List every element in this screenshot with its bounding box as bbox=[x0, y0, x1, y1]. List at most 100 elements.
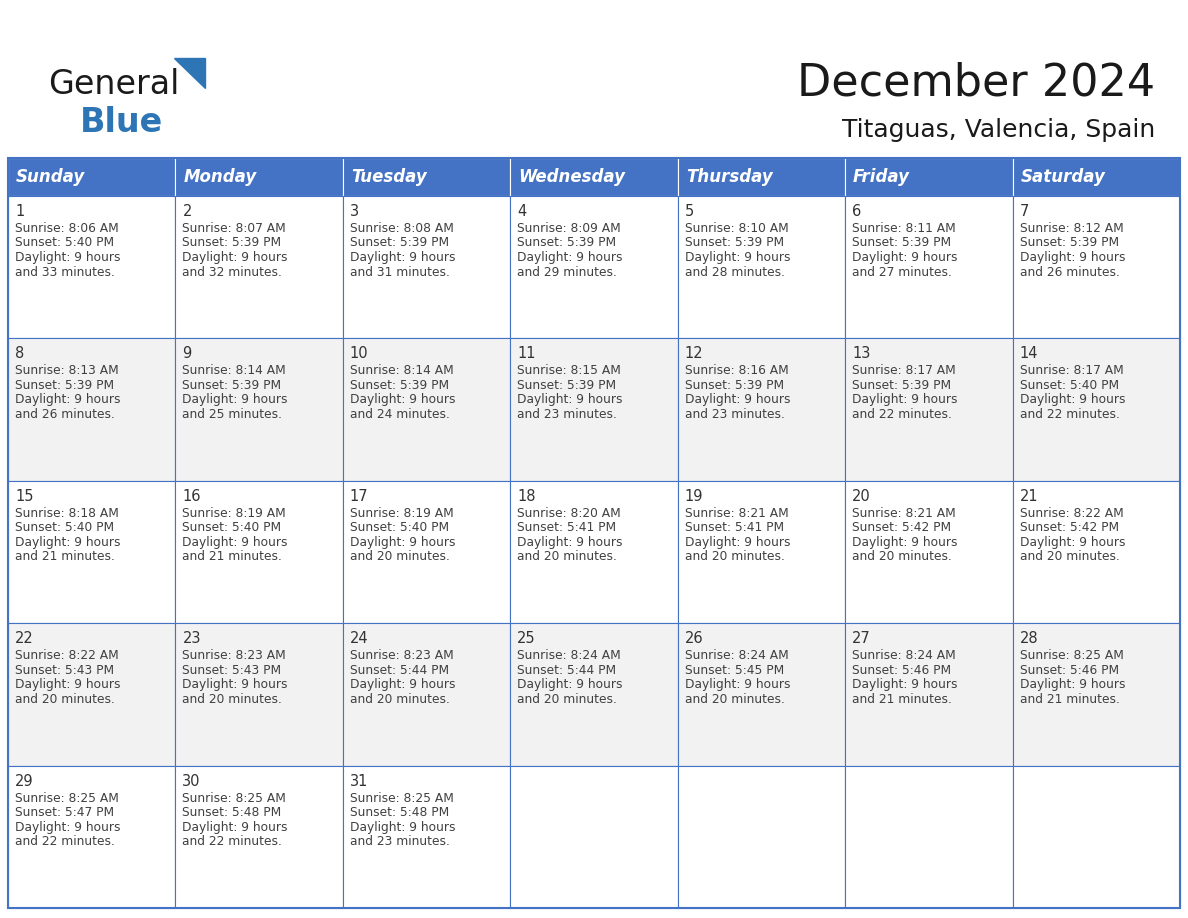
Text: Sunset: 5:40 PM: Sunset: 5:40 PM bbox=[15, 237, 114, 250]
Text: and 26 minutes.: and 26 minutes. bbox=[1019, 265, 1119, 278]
Text: Daylight: 9 hours: Daylight: 9 hours bbox=[517, 536, 623, 549]
Bar bbox=[845, 158, 1012, 196]
Text: Sunset: 5:41 PM: Sunset: 5:41 PM bbox=[517, 521, 617, 534]
Text: Sunset: 5:44 PM: Sunset: 5:44 PM bbox=[349, 664, 449, 677]
Text: Sunset: 5:39 PM: Sunset: 5:39 PM bbox=[517, 379, 617, 392]
Bar bbox=[1012, 158, 1180, 196]
Text: and 29 minutes.: and 29 minutes. bbox=[517, 265, 617, 278]
Bar bbox=[1012, 196, 1180, 339]
Text: and 20 minutes.: and 20 minutes. bbox=[15, 693, 115, 706]
Text: Sunrise: 8:07 AM: Sunrise: 8:07 AM bbox=[183, 222, 286, 235]
Text: and 23 minutes.: and 23 minutes. bbox=[349, 835, 450, 848]
Text: and 20 minutes.: and 20 minutes. bbox=[684, 693, 784, 706]
Text: Sunset: 5:40 PM: Sunset: 5:40 PM bbox=[183, 521, 282, 534]
Text: Sunday: Sunday bbox=[15, 168, 86, 186]
Polygon shape bbox=[173, 58, 206, 88]
Text: 31: 31 bbox=[349, 774, 368, 789]
Text: Friday: Friday bbox=[853, 168, 910, 186]
Text: and 32 minutes.: and 32 minutes. bbox=[183, 265, 283, 278]
Bar bbox=[8, 339, 176, 481]
Bar bbox=[8, 196, 176, 339]
Text: Daylight: 9 hours: Daylight: 9 hours bbox=[684, 251, 790, 264]
Text: and 20 minutes.: and 20 minutes. bbox=[183, 693, 283, 706]
Text: Sunset: 5:48 PM: Sunset: 5:48 PM bbox=[349, 806, 449, 819]
Text: and 25 minutes.: and 25 minutes. bbox=[183, 408, 283, 420]
Text: Sunrise: 8:23 AM: Sunrise: 8:23 AM bbox=[183, 649, 286, 662]
Text: and 20 minutes.: and 20 minutes. bbox=[349, 550, 450, 564]
Text: 26: 26 bbox=[684, 632, 703, 646]
Text: Sunrise: 8:11 AM: Sunrise: 8:11 AM bbox=[852, 222, 956, 235]
Bar bbox=[1012, 481, 1180, 623]
Text: Sunrise: 8:08 AM: Sunrise: 8:08 AM bbox=[349, 222, 454, 235]
Text: Daylight: 9 hours: Daylight: 9 hours bbox=[183, 251, 287, 264]
Bar bbox=[677, 339, 845, 481]
Text: and 22 minutes.: and 22 minutes. bbox=[1019, 408, 1119, 420]
Text: Sunset: 5:39 PM: Sunset: 5:39 PM bbox=[684, 237, 784, 250]
Text: and 20 minutes.: and 20 minutes. bbox=[852, 550, 952, 564]
Text: Sunrise: 8:06 AM: Sunrise: 8:06 AM bbox=[15, 222, 119, 235]
Text: 11: 11 bbox=[517, 346, 536, 362]
Text: Sunrise: 8:24 AM: Sunrise: 8:24 AM bbox=[684, 649, 789, 662]
Text: 28: 28 bbox=[1019, 632, 1038, 646]
Text: Sunset: 5:39 PM: Sunset: 5:39 PM bbox=[349, 379, 449, 392]
Text: Sunrise: 8:21 AM: Sunrise: 8:21 AM bbox=[684, 507, 789, 520]
Text: 2: 2 bbox=[183, 204, 191, 219]
Text: Sunrise: 8:19 AM: Sunrise: 8:19 AM bbox=[349, 507, 454, 520]
Text: and 24 minutes.: and 24 minutes. bbox=[349, 408, 450, 420]
Text: Daylight: 9 hours: Daylight: 9 hours bbox=[517, 678, 623, 691]
Text: Sunrise: 8:13 AM: Sunrise: 8:13 AM bbox=[15, 364, 119, 377]
Text: 1: 1 bbox=[15, 204, 24, 219]
Text: Sunrise: 8:14 AM: Sunrise: 8:14 AM bbox=[349, 364, 454, 377]
Text: Sunrise: 8:25 AM: Sunrise: 8:25 AM bbox=[15, 791, 119, 804]
Bar bbox=[343, 158, 511, 196]
Text: Daylight: 9 hours: Daylight: 9 hours bbox=[852, 394, 958, 407]
Text: Daylight: 9 hours: Daylight: 9 hours bbox=[15, 394, 120, 407]
Text: Sunset: 5:40 PM: Sunset: 5:40 PM bbox=[349, 521, 449, 534]
Bar bbox=[511, 481, 677, 623]
Text: Saturday: Saturday bbox=[1020, 168, 1106, 186]
Text: 9: 9 bbox=[183, 346, 191, 362]
Text: Sunrise: 8:25 AM: Sunrise: 8:25 AM bbox=[1019, 649, 1124, 662]
Text: 6: 6 bbox=[852, 204, 861, 219]
Text: and 33 minutes.: and 33 minutes. bbox=[15, 265, 115, 278]
Bar bbox=[845, 766, 1012, 908]
Text: Sunset: 5:46 PM: Sunset: 5:46 PM bbox=[852, 664, 952, 677]
Text: 29: 29 bbox=[15, 774, 33, 789]
Text: Daylight: 9 hours: Daylight: 9 hours bbox=[349, 394, 455, 407]
Text: and 23 minutes.: and 23 minutes. bbox=[684, 408, 784, 420]
Text: 12: 12 bbox=[684, 346, 703, 362]
Bar bbox=[343, 766, 511, 908]
Bar bbox=[677, 623, 845, 766]
Text: 24: 24 bbox=[349, 632, 368, 646]
Text: Sunset: 5:46 PM: Sunset: 5:46 PM bbox=[1019, 664, 1119, 677]
Text: Sunrise: 8:25 AM: Sunrise: 8:25 AM bbox=[183, 791, 286, 804]
Text: 19: 19 bbox=[684, 488, 703, 504]
Bar bbox=[511, 196, 677, 339]
Text: Sunrise: 8:22 AM: Sunrise: 8:22 AM bbox=[1019, 507, 1124, 520]
Text: and 23 minutes.: and 23 minutes. bbox=[517, 408, 617, 420]
Text: 14: 14 bbox=[1019, 346, 1038, 362]
Text: Sunrise: 8:17 AM: Sunrise: 8:17 AM bbox=[1019, 364, 1124, 377]
Text: Sunrise: 8:25 AM: Sunrise: 8:25 AM bbox=[349, 791, 454, 804]
Bar bbox=[343, 339, 511, 481]
Bar bbox=[1012, 339, 1180, 481]
Bar bbox=[511, 158, 677, 196]
Text: Sunrise: 8:24 AM: Sunrise: 8:24 AM bbox=[517, 649, 621, 662]
Text: and 22 minutes.: and 22 minutes. bbox=[852, 408, 952, 420]
Bar bbox=[176, 339, 343, 481]
Text: 15: 15 bbox=[15, 488, 33, 504]
Text: Daylight: 9 hours: Daylight: 9 hours bbox=[1019, 394, 1125, 407]
Text: and 28 minutes.: and 28 minutes. bbox=[684, 265, 785, 278]
Text: 25: 25 bbox=[517, 632, 536, 646]
Text: Sunset: 5:43 PM: Sunset: 5:43 PM bbox=[183, 664, 282, 677]
Text: and 20 minutes.: and 20 minutes. bbox=[349, 693, 450, 706]
Text: 16: 16 bbox=[183, 488, 201, 504]
Bar bbox=[845, 481, 1012, 623]
Text: Daylight: 9 hours: Daylight: 9 hours bbox=[852, 536, 958, 549]
Text: Sunrise: 8:21 AM: Sunrise: 8:21 AM bbox=[852, 507, 956, 520]
Text: Sunset: 5:39 PM: Sunset: 5:39 PM bbox=[15, 379, 114, 392]
Bar bbox=[511, 623, 677, 766]
Text: Daylight: 9 hours: Daylight: 9 hours bbox=[15, 678, 120, 691]
Text: Sunset: 5:43 PM: Sunset: 5:43 PM bbox=[15, 664, 114, 677]
Bar bbox=[176, 481, 343, 623]
